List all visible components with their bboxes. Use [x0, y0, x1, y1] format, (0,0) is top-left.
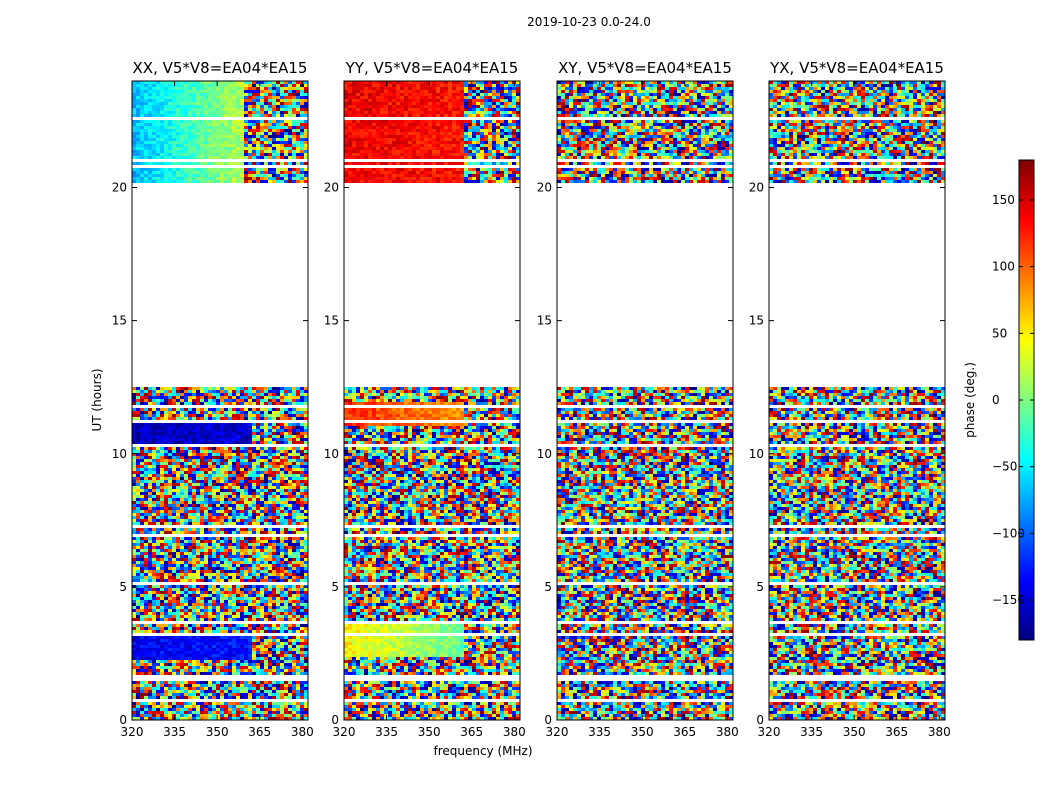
x-tick-label: 320 [121, 725, 144, 739]
y-tick-label: 10 [749, 447, 764, 461]
x-tick-label: 335 [163, 725, 186, 739]
phase-waterfall [557, 81, 733, 720]
y-tick-label: 10 [112, 447, 127, 461]
figure-suptitle: 2019-10-23 0.0-24.0 [527, 15, 651, 29]
x-tick-label: 365 [885, 725, 908, 739]
y-tick-label: 20 [537, 181, 552, 195]
colorbar-tick-label: −50 [992, 460, 1017, 474]
x-tick-label: 335 [800, 725, 823, 739]
x-tick-label: 350 [843, 725, 866, 739]
x-tick-label: 365 [673, 725, 696, 739]
colorbar-label: phase (deg.) [963, 362, 977, 438]
y-axis-label: UT (hours) [90, 368, 104, 431]
panel-2: YY, V5*V8=EA04*EA15 320 335 350 365 380 0 5 10 15… [324, 59, 526, 739]
colorbar-tick-label: −100 [992, 526, 1025, 540]
y-tick-label: 0 [331, 713, 339, 727]
panel-frame [556, 80, 734, 721]
y-tick-label: 0 [544, 713, 552, 727]
y-tick-label: 10 [537, 447, 552, 461]
y-tick-label: 15 [749, 314, 764, 328]
panel-frame [343, 80, 521, 721]
y-tick-label: 5 [331, 580, 339, 594]
panel-frame [768, 80, 946, 721]
y-tick-label: 15 [324, 314, 339, 328]
y-tick-label: 10 [324, 447, 339, 461]
panel-title: XY, V5*V8=EA04*EA15 [558, 59, 732, 77]
x-tick-label: 380 [503, 725, 526, 739]
y-tick-label: 15 [112, 314, 127, 328]
x-tick-label: 335 [588, 725, 611, 739]
panel-title: XX, V5*V8=EA04*EA15 [133, 59, 308, 77]
x-tick-label: 320 [546, 725, 569, 739]
colorbar-tick-label: 0 [992, 393, 1000, 407]
panel-1: XX, V5*V8=EA04*EA15 320 335 350 365 380 0 5 10 15… [112, 59, 314, 739]
y-tick-label: 0 [756, 713, 764, 727]
phase-waterfall [344, 81, 520, 720]
colorbar-tick-label: −150 [992, 593, 1025, 607]
colorbar-tick-label: 50 [992, 326, 1007, 340]
y-tick-label: 5 [119, 580, 127, 594]
panel-4: YX, V5*V8=EA04*EA15 320 335 350 365 380 0 5 10 15… [749, 59, 951, 739]
colorbar-ticks: 150 100 50 0 −50 −100 −150 [992, 193, 1034, 607]
panels-group: XX, V5*V8=EA04*EA15 320 335 350 365 380 0 5 10 15… [112, 59, 951, 739]
colorbar-tick-label: 100 [992, 260, 1015, 274]
y-tick-label: 15 [537, 314, 552, 328]
y-tick-label: 20 [324, 181, 339, 195]
phase-waterfall [132, 81, 308, 720]
y-tick-label: 20 [749, 181, 764, 195]
x-tick-label: 350 [418, 725, 441, 739]
x-tick-label: 350 [206, 725, 229, 739]
x-tick-label: 335 [375, 725, 398, 739]
x-tick-label: 320 [333, 725, 356, 739]
y-tick-label: 20 [112, 181, 127, 195]
colorbar: 150 100 50 0 −50 −100 −150 phase (deg.) [963, 159, 1035, 641]
colorbar-tick-label: 150 [992, 193, 1015, 207]
y-tick-label: 5 [544, 580, 552, 594]
x-tick-label: 320 [758, 725, 781, 739]
phase-waterfall [769, 81, 945, 720]
x-tick-label: 380 [291, 725, 314, 739]
panel-frame [131, 80, 309, 721]
panel-title: YX, V5*V8=EA04*EA15 [769, 59, 944, 77]
y-tick-label: 5 [756, 580, 764, 594]
x-tick-label: 365 [460, 725, 483, 739]
x-tick-label: 380 [928, 725, 951, 739]
panel-3: XY, V5*V8=EA04*EA15 320 335 350 365 380 0 5 10 15… [537, 59, 739, 739]
y-tick-label: 0 [119, 713, 127, 727]
panel-title: YY, V5*V8=EA04*EA15 [345, 59, 519, 77]
x-tick-label: 365 [248, 725, 271, 739]
x-tick-label: 350 [631, 725, 654, 739]
x-tick-label: 380 [716, 725, 739, 739]
x-axis-label: frequency (MHz) [433, 744, 532, 758]
